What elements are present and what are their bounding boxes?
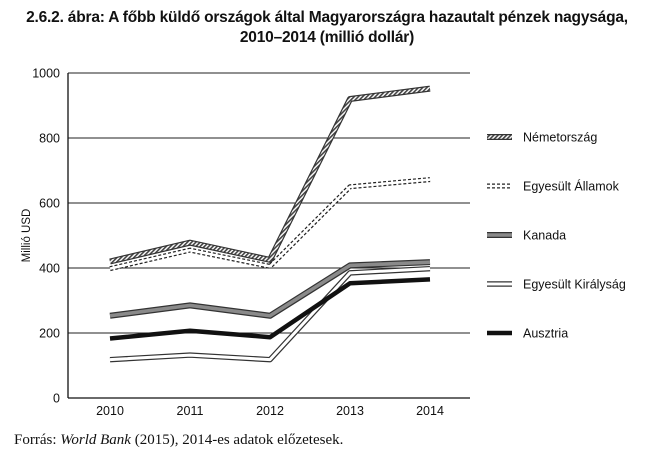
legend-item: Egyesült Királyság: [487, 278, 626, 292]
series-line: [109, 178, 431, 270]
chart-title-line-1: 2.6.2. ábra: A főbb küldő országok által…: [26, 9, 628, 26]
x-tick-label: 2013: [336, 404, 364, 418]
legend-label: Németország: [523, 131, 597, 145]
y-tick-label: 600: [39, 197, 60, 211]
series-line: [109, 277, 431, 341]
series-line: [109, 86, 431, 264]
x-tick-label: 2010: [96, 404, 124, 418]
legend-item: Kanada: [487, 229, 566, 243]
legend-label: Egyesült Államok: [523, 179, 620, 194]
x-tick-label: 2012: [256, 404, 284, 418]
y-tick-label: 0: [53, 392, 60, 406]
source-suffix: (2015), 2014-es adatok előzetesek.: [130, 432, 344, 448]
series-5: [109, 277, 431, 341]
series-4: [109, 265, 431, 363]
series-3: [109, 259, 431, 319]
series-line: [109, 85, 431, 265]
series-1: [109, 85, 431, 265]
chart-title: 2.6.2. ábra: A főbb küldő országok által…: [0, 8, 654, 48]
series-line: [109, 260, 431, 318]
legend-item: Németország: [487, 131, 597, 145]
y-tick-label: 400: [39, 262, 60, 276]
x-tick-label: 2011: [177, 404, 204, 418]
chart-title-line-2: 2010–2014 (millió dollár): [239, 29, 415, 46]
source-note: Forrás: World Bank (2015), 2014-es adato…: [14, 432, 343, 449]
y-axis-label: Millió USD: [21, 209, 33, 263]
legend-item: Egyesült Államok: [487, 179, 620, 194]
source-prefix: Forrás:: [14, 432, 61, 448]
legend-label: Kanada: [523, 229, 566, 243]
series-2: [109, 177, 431, 272]
source-italic: World Bank: [60, 432, 131, 448]
y-tick-label: 1000: [32, 67, 60, 81]
y-tick-label: 800: [39, 132, 60, 146]
y-tick-label: 200: [39, 327, 60, 341]
legend-label: Egyesült Királyság: [523, 278, 626, 292]
legend-item: Ausztria: [487, 327, 568, 341]
legend-label: Ausztria: [523, 327, 568, 341]
x-tick-label: 2014: [416, 404, 444, 418]
series-line: [109, 267, 431, 362]
